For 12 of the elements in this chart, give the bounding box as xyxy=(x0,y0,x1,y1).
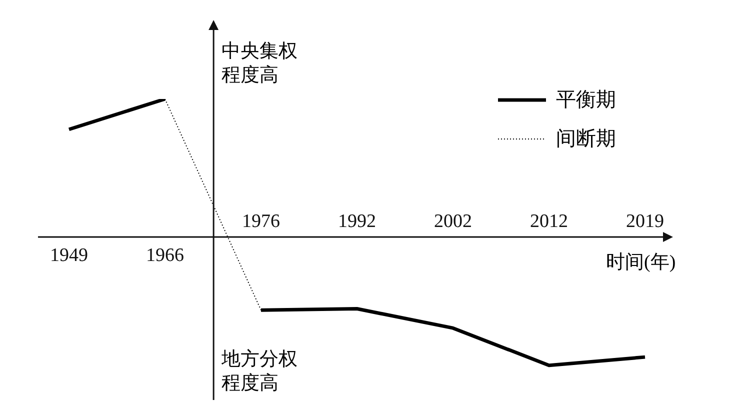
x-tick-label: 2012 xyxy=(530,211,568,232)
x-tick-label: 2002 xyxy=(434,211,472,232)
x-tick-label: 1992 xyxy=(338,211,376,232)
x-tick-label: 1976 xyxy=(242,211,280,232)
x-tick-label: 1966 xyxy=(146,245,184,266)
legend-label: 间断期 xyxy=(556,127,616,152)
x-tick-label: 2019 xyxy=(626,211,664,232)
legend-label: 平衡期 xyxy=(556,88,616,113)
x-tick-label: 1949 xyxy=(50,245,88,266)
x-axis-title: 时间(年) xyxy=(606,251,676,275)
text: 中央集权程度高 xyxy=(222,40,298,88)
annotation: 地方分权程度高 xyxy=(222,348,298,396)
